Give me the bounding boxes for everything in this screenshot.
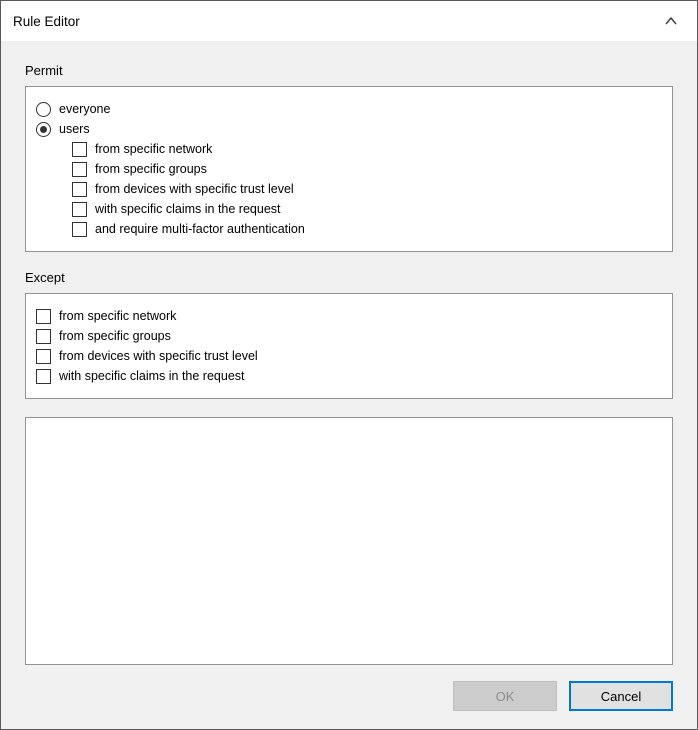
except-cond-row-1: from specific groups: [36, 326, 662, 346]
except-cond-label-1: from specific groups: [59, 326, 171, 346]
client-area: Permit everyone users from specific netw…: [1, 41, 697, 729]
permit-cond-label-4: and require multi-factor authentication: [95, 219, 305, 239]
except-cond-row-0: from specific network: [36, 306, 662, 326]
permit-cond-label-3: with specific claims in the request: [95, 199, 281, 219]
permit-group: everyone users from specific network fro…: [25, 86, 673, 252]
permit-cond-checkbox-4[interactable]: [72, 222, 87, 237]
rule-editor-window: Rule Editor Permit everyone users from s…: [0, 0, 698, 730]
chevron-up-icon: [664, 14, 678, 28]
except-cond-checkbox-1[interactable]: [36, 329, 51, 344]
button-row: OK Cancel: [25, 681, 673, 711]
permit-cond-label-1: from specific groups: [95, 159, 207, 179]
radio-users-row: users: [36, 119, 662, 139]
except-label: Except: [25, 270, 673, 285]
permit-cond-checkbox-3[interactable]: [72, 202, 87, 217]
cancel-button[interactable]: Cancel: [569, 681, 673, 711]
rule-preview-box: [25, 417, 673, 665]
except-group: from specific network from specific grou…: [25, 293, 673, 399]
permit-cond-checkbox-2[interactable]: [72, 182, 87, 197]
permit-cond-row-3: with specific claims in the request: [36, 199, 662, 219]
window-title: Rule Editor: [13, 14, 80, 29]
permit-cond-label-0: from specific network: [95, 139, 212, 159]
except-cond-row-3: with specific claims in the request: [36, 366, 662, 386]
except-cond-checkbox-3[interactable]: [36, 369, 51, 384]
permit-cond-row-1: from specific groups: [36, 159, 662, 179]
permit-cond-label-2: from devices with specific trust level: [95, 179, 294, 199]
except-cond-label-2: from devices with specific trust level: [59, 346, 258, 366]
permit-cond-row-0: from specific network: [36, 139, 662, 159]
permit-cond-checkbox-1[interactable]: [72, 162, 87, 177]
radio-everyone-label: everyone: [59, 99, 110, 119]
radio-everyone[interactable]: [36, 102, 51, 117]
except-cond-checkbox-0[interactable]: [36, 309, 51, 324]
except-cond-label-3: with specific claims in the request: [59, 366, 245, 386]
permit-cond-row-4: and require multi-factor authentication: [36, 219, 662, 239]
except-cond-label-0: from specific network: [59, 306, 176, 326]
permit-label: Permit: [25, 63, 673, 78]
collapse-toggle[interactable]: [657, 7, 685, 35]
except-cond-checkbox-2[interactable]: [36, 349, 51, 364]
except-cond-row-2: from devices with specific trust level: [36, 346, 662, 366]
titlebar: Rule Editor: [1, 1, 697, 41]
radio-users-label: users: [59, 119, 90, 139]
ok-button: OK: [453, 681, 557, 711]
permit-cond-checkbox-0[interactable]: [72, 142, 87, 157]
permit-cond-row-2: from devices with specific trust level: [36, 179, 662, 199]
radio-everyone-row: everyone: [36, 99, 662, 119]
radio-users[interactable]: [36, 122, 51, 137]
